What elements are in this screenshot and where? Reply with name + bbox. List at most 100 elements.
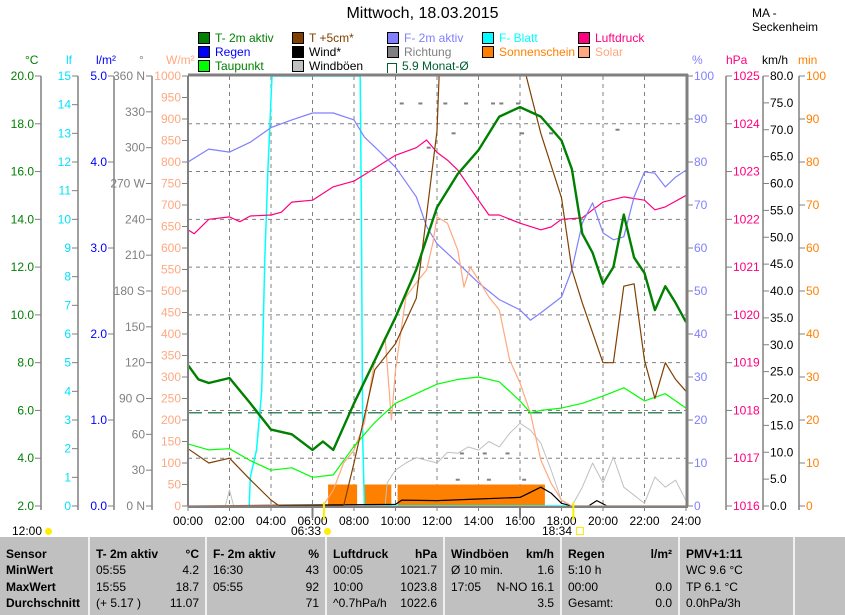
legend-item: Wind* [292,45,341,59]
cell-label: 16:30 [213,563,244,577]
cell-value: 92 [305,579,319,594]
axis-tick-label-hum: 80 [694,155,708,169]
cell-label: T- 2m aktiv [96,547,159,561]
axis-tick-label-wind: 55.0 [770,203,794,217]
cell-value: 78 [306,612,319,615]
table-cell: (+ 5.17 ) 11.07 [96,595,199,611]
table-cell: 5:10 h [568,562,672,578]
series-t-2m-aktiv [188,105,686,452]
table-cell: 05:55 4.2 [96,562,199,578]
series-solar [188,216,686,506]
legend-label: Richtung [404,45,452,59]
sunshine-bar [328,484,358,506]
axis-tick-label-wind: 50.0 [770,230,794,244]
axis-tick-label-temp: 14.0 [11,212,35,226]
axis-tick-label-solar: 350 [161,349,181,363]
axis-tick-label-solar: 950 [161,91,181,105]
axis-tick-label-press: 1024 [733,117,760,131]
legend-item: Windböen [292,59,363,73]
table-cell: Durchschnitt [6,595,82,611]
axis-unit-press: hPa [726,53,748,67]
cell-label: Sensor [6,547,47,561]
axis-tick-label-wind: 75.0 [770,96,794,110]
axis-tick-label-leaf: 2 [64,442,71,456]
wind-direction-dot [549,132,554,135]
wind-direction-dot [399,102,404,105]
axis-tick-label-leaf: 10 [58,212,72,226]
x-tick-label: 00:00 [173,514,203,528]
cell-label: 05:55 [213,579,244,594]
table-cell: ^0.7hPa/h 1022.6 [333,595,437,611]
legend-item: 5.9 Monat-Ø [387,59,469,73]
axis-tick-label-wind: 20.0 [770,392,794,406]
legend-swatch [292,46,304,58]
axis-tick-label-rain: 1.0 [90,413,107,427]
legend-label: F- 2m aktiv [404,31,464,45]
cell-label: Luftdruck [333,547,389,561]
axis-tick-label-solar: 550 [161,263,181,277]
axis-tick-label-sunmin: 70 [806,198,820,212]
x-tick-label: 22:00 [629,514,659,528]
axis-tick-label-solar: 800 [161,155,181,169]
wind-direction-dot [464,102,469,105]
axis-tick-label-dir: 240 [125,212,145,226]
legend-item: F- 2m aktiv [387,31,463,45]
legend-swatch [387,62,397,73]
cell-value: km/h [525,547,554,561]
axis-tick-label-solar: 150 [161,435,181,449]
axis-tick-label-solar: 400 [161,327,181,341]
axis-tick-label-rain: 3.0 [90,241,107,255]
cell-value: 0.0 [655,612,672,615]
axis-tick-label-leaf: 15 [58,69,72,83]
table-cell: 16:30 43 [213,562,319,578]
legend-item: Richtung [387,45,451,59]
axis-tick-label-sunmin: 80 [806,155,820,169]
cell-label: 10:00 [333,579,364,594]
axis-tick-label-rain: 4.0 [90,155,107,169]
cell-value: 9.6 [182,612,199,615]
table-cell: Luftdruck hPa [333,546,437,562]
axis-tick-label-temp: 12.0 [11,260,35,274]
wind-direction-dot [522,478,527,481]
sunrise-icon [324,527,332,535]
sunshine-bar [364,484,392,506]
axis-tick-label-sunmin: 10 [806,456,820,470]
axis-unit-dir: ° [139,53,144,67]
table-cell: 1.6 [451,612,554,615]
axis-tick-label-wind: 10.0 [770,445,794,459]
axis-tick-label-solar: 1000 [154,69,181,83]
x-tick-label: 16:00 [505,514,535,528]
table-cell: 71 [213,595,319,611]
table-column: T- 2m aktiv °C 05:55 4.2 15:55 18.7 (+ 5.17 ) 1… [88,537,205,615]
axis-tick-label-solar: 300 [161,370,181,384]
axis-tick-label-solar: 600 [161,241,181,255]
wind-direction-dot [443,102,448,105]
cell-value: hPa [414,547,437,561]
cell-value: 18.7 [175,579,199,594]
axis-tick-label-solar: 200 [161,413,181,427]
table-cell: 18.03. 22:55 [6,612,82,615]
table-cell: 7.34 g/m³ 78 [213,612,319,615]
cell-value: 4.2 [182,563,199,577]
table-cell: TP 6.1 °C [686,579,787,595]
table-cell: MaxWert [6,579,82,595]
table-column: PMV+1:11 WC 9.6 °C TP 6.1 °C 0.0hPa/3h [678,537,793,615]
axis-tick-label-hum: 20 [694,413,708,427]
legend-item: Regen [198,45,250,59]
cell-label: PMV+1:11 [686,547,743,561]
cell-value: N-NO 16.1 [496,579,554,594]
series-windb-en [188,422,686,506]
axis-tick-label-dir: 0 N [126,499,145,513]
x-tick-label: 08:00 [339,514,369,528]
axis-tick-label-sunmin: 100 [806,69,826,83]
legend-label: Sonnenschein [499,45,576,59]
legend-label: Regen [215,45,251,59]
axis-tick-label-press: 1022 [733,212,760,226]
axis-tick-label-leaf: 6 [64,327,71,341]
axis-unit-rain: l/m² [96,53,116,67]
axis-tick-label-leaf: 7 [64,298,71,312]
axis-tick-label-wind: 80.0 [770,69,794,83]
axis-tick-label-press: 1025 [733,69,760,83]
cell-value: l/m² [650,547,672,561]
cell-label: 00:05 [333,563,364,577]
